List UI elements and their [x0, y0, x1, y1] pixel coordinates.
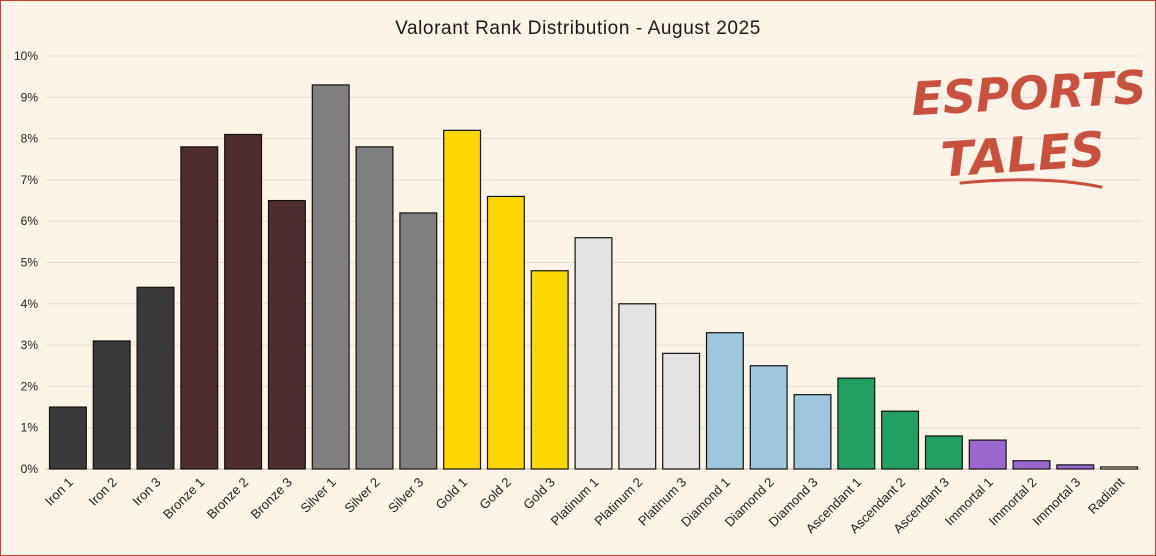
chart-title: Valorant Rank Distribution - August 2025	[395, 18, 761, 39]
x-tick-label: Bronze 1	[160, 475, 207, 522]
bar-diamond-3	[793, 394, 832, 470]
bar-bronze-3	[267, 199, 306, 470]
x-tick-label: Silver 2	[341, 475, 382, 516]
bar-gold-2	[486, 195, 525, 470]
bar-diamond-1	[705, 332, 744, 470]
y-tick-label: 10%	[14, 49, 38, 63]
x-tick-label: Gold 2	[476, 475, 514, 513]
logo-line-1: ESPORTS	[910, 60, 1148, 126]
bar-gold-3	[530, 270, 569, 470]
esports-tales-logo: ESPORTS TALES	[910, 60, 1148, 189]
y-tick-label: 4%	[21, 297, 39, 311]
y-tick-label: 7%	[21, 173, 39, 187]
bar-iron-1	[48, 406, 87, 470]
bars	[48, 84, 1139, 470]
y-axis-ticks: 0% 1% 2% 3% 4% 5% 6% 7% 8% 9% 10%	[14, 49, 38, 476]
x-tick-label: Gold 1	[433, 475, 471, 513]
bar-iron-2	[92, 340, 131, 470]
bar-radiant	[1100, 466, 1139, 470]
x-tick-label: Bronze 2	[204, 475, 251, 522]
y-tick-label: 0%	[21, 462, 39, 476]
y-tick-label: 5%	[21, 256, 39, 270]
y-tick-label: 1%	[21, 421, 39, 435]
bar-immortal-1	[968, 439, 1007, 470]
bar-silver-1	[311, 84, 350, 470]
x-tick-label: Gold 3	[520, 475, 558, 513]
bar-platinum-1	[574, 237, 613, 470]
bar-gold-1	[443, 129, 482, 470]
bar-immortal-3	[1056, 464, 1095, 470]
bar-ascendant-3	[924, 435, 963, 470]
x-tick-label: Bronze 3	[248, 475, 295, 522]
y-tick-label: 9%	[21, 90, 39, 104]
x-tick-label: Radiant	[1085, 474, 1128, 517]
bar-platinum-3	[662, 352, 701, 470]
logo-brush-stroke	[959, 178, 1103, 189]
x-tick-label: Silver 1	[298, 475, 339, 516]
y-tick-label: 3%	[21, 338, 39, 352]
y-tick-label: 8%	[21, 132, 39, 146]
bar-silver-3	[399, 212, 438, 470]
x-tick-label: Iron 3	[130, 475, 164, 509]
bar-diamond-2	[749, 365, 788, 470]
x-tick-label: Iron 2	[86, 475, 120, 509]
bar-ascendant-1	[837, 377, 876, 470]
bar-ascendant-2	[881, 410, 920, 470]
logo-line-2: TALES	[939, 121, 1107, 188]
bar-silver-2	[355, 146, 394, 470]
x-tick-label: Immortal 3	[1029, 475, 1083, 529]
x-tick-label: Iron 1	[42, 475, 76, 509]
bar-bronze-1	[180, 146, 219, 470]
bar-platinum-2	[618, 303, 657, 470]
bar-immortal-2	[1012, 460, 1051, 470]
x-tick-label: Silver 3	[385, 475, 426, 516]
y-tick-label: 2%	[21, 379, 39, 393]
bar-iron-3	[136, 286, 175, 470]
bar-bronze-2	[224, 133, 263, 470]
y-tick-label: 6%	[21, 214, 39, 228]
